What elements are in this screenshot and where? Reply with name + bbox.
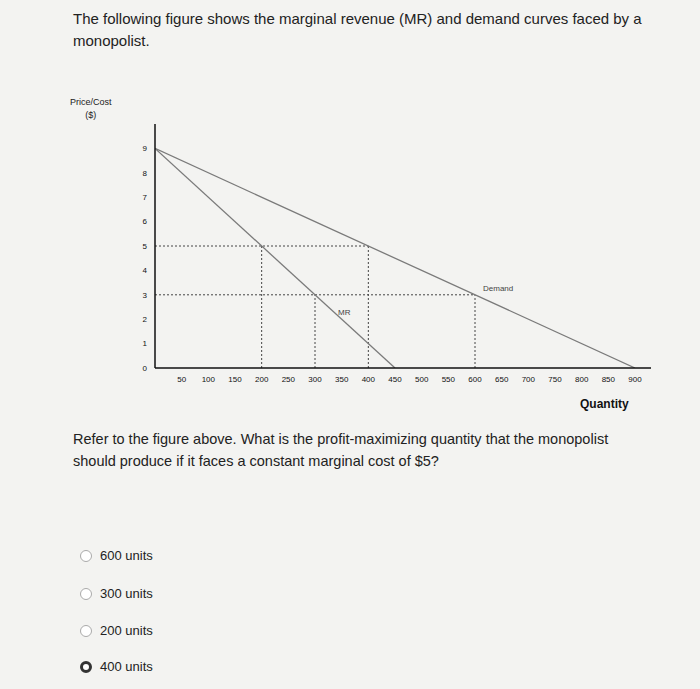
- svg-text:2: 2: [143, 315, 148, 324]
- html-text:Quantity: Quantity: [580, 397, 629, 411]
- svg-text:0: 0: [143, 364, 148, 373]
- svg-text:450: 450: [388, 375, 402, 384]
- svg-text:100: 100: [202, 375, 216, 384]
- html-text:Refer to the figure above. Wha: Refer to the figure above. What is the p…: [73, 431, 609, 469]
- html-text:300 units: 300 units: [100, 586, 153, 601]
- svg-text:700: 700: [522, 375, 536, 384]
- svg-text:550: 550: [442, 375, 456, 384]
- svg-text:5: 5: [143, 242, 148, 251]
- html-text:400 units: 400 units: [100, 659, 153, 674]
- svg-text:4: 4: [143, 266, 148, 275]
- svg-text:250: 250: [282, 375, 296, 384]
- svg-text:900: 900: [628, 375, 642, 384]
- svg-text:6: 6: [143, 217, 148, 226]
- svg-text:850: 850: [602, 375, 616, 384]
- svg-text:600: 600: [468, 375, 482, 384]
- svg-text:50: 50: [177, 375, 186, 384]
- svg-text:1: 1: [143, 339, 148, 348]
- html-text:Price/Cost: Price/Cost: [70, 97, 112, 107]
- svg-text:350: 350: [335, 375, 349, 384]
- html-text:MR: MR: [338, 308, 351, 317]
- svg-text:650: 650: [495, 375, 509, 384]
- svg-text:150: 150: [228, 375, 242, 384]
- svg-text:200: 200: [255, 375, 269, 384]
- svg-text:750: 750: [548, 375, 562, 384]
- svg-text:3: 3: [143, 291, 148, 300]
- html-text:200 units: 200 units: [100, 623, 153, 638]
- html-text:The following figure shows the: The following figure shows the marginal …: [73, 10, 642, 49]
- svg-text:800: 800: [575, 375, 589, 384]
- html-text:600 units: 600 units: [100, 548, 153, 563]
- svg-text:9: 9: [143, 144, 148, 153]
- svg-text:500: 500: [415, 375, 429, 384]
- svg-text:400: 400: [362, 375, 376, 384]
- html-text:Demand: Demand: [483, 284, 514, 293]
- svg-text:8: 8: [143, 169, 148, 178]
- svg-text:7: 7: [143, 193, 148, 202]
- svg-text:300: 300: [308, 375, 322, 384]
